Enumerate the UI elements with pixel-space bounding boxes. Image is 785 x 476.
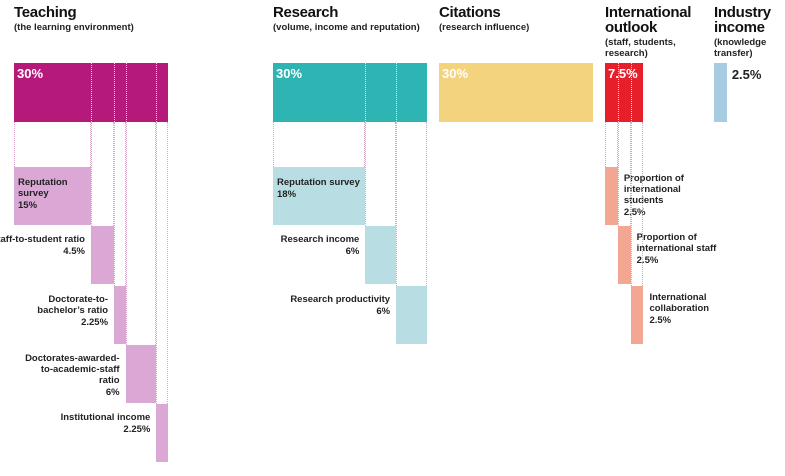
pillar-title: Industry income [714,4,771,36]
item-weight: 15% [18,200,38,211]
connector [605,122,606,167]
item-bar [14,167,91,225]
item-weight: 6% [105,386,120,398]
pillar-title: Citations [439,4,501,21]
pillar-subtitle: (knowledge transfer) [714,37,767,59]
item-weight: 6% [376,305,391,317]
pillar-title: International outlook [605,4,692,36]
pillar-title: Teaching [14,4,77,21]
pillar-subtitle: (staff, students, research) [605,37,676,59]
item-bar [617,226,631,285]
pillar-weight: 30% [276,66,303,81]
item-bar [90,226,115,285]
connector [642,122,644,286]
connector [629,122,631,227]
item-weight: 2.25% [81,316,109,328]
divider [630,63,632,122]
item-bar [156,404,168,463]
pillar-title: Research [273,4,339,21]
connector [156,122,158,405]
connector [616,122,618,167]
connector [617,122,619,227]
pillar-weight: 2.5% [731,67,762,82]
item-weight: 4.5% [63,246,85,258]
item-bar [605,167,618,225]
connector [114,122,116,286]
connector [273,122,274,167]
item-name: Reputation survey [18,177,68,199]
pillar-weight: 30% [442,66,469,81]
item-weight: 2.5% [649,314,672,326]
pillar-bar [273,63,427,122]
item-name: Institutional income [60,412,151,424]
connector [396,122,398,286]
item-name: Proportion of international staff [636,232,717,255]
item-name: Research productivity [290,293,391,305]
divider [617,63,619,122]
pillar-subtitle: (the learning environment) [14,22,134,33]
pillar-bar [714,63,727,122]
item-name: Research income [280,234,360,246]
pillar-weight: 7.5% [608,66,638,81]
pillar-bar [605,63,644,122]
item-bar [125,344,157,403]
item-bar [114,285,126,344]
divider [156,63,158,122]
item-bar [365,226,397,285]
connector [155,122,157,345]
connector [364,122,366,167]
divider [396,63,398,122]
connector [113,122,115,227]
pillar-subtitle: (research influence) [439,22,530,33]
connector [395,122,397,227]
connector [166,122,168,405]
item-name: Staff-to-student ratio [0,234,85,246]
pillar-weight: 30% [17,66,44,81]
item-weight: 18% [277,189,297,200]
item-name: Doctorates-awarded-to-academic-staff rat… [25,352,120,386]
item-weight: 6% [345,246,360,258]
item-name: International collaboration [649,291,710,314]
divider [125,63,127,122]
pillar-bar [439,63,593,122]
connector [14,122,15,167]
connector [425,122,427,286]
item-bar [396,285,427,344]
pillar-subtitle: (volume, income and reputation) [273,22,420,33]
item-weight: 2.5% [636,255,659,267]
item-name: Doctorate-to-bachelor’s ratio [37,293,109,316]
connector [90,122,92,227]
divider [114,63,116,122]
connector [365,122,367,227]
item-weight: 2.5% [623,207,646,218]
divider [365,63,367,122]
connector [125,122,127,345]
item-name: Reputation survey [277,177,360,188]
item-name: Proportion of international students [623,173,684,206]
item-bar [630,285,644,344]
divider [90,63,92,122]
item-weight: 2.25% [123,424,151,436]
connector [630,122,632,286]
item-bar [273,167,366,225]
connector [124,122,126,286]
connector [89,122,91,167]
